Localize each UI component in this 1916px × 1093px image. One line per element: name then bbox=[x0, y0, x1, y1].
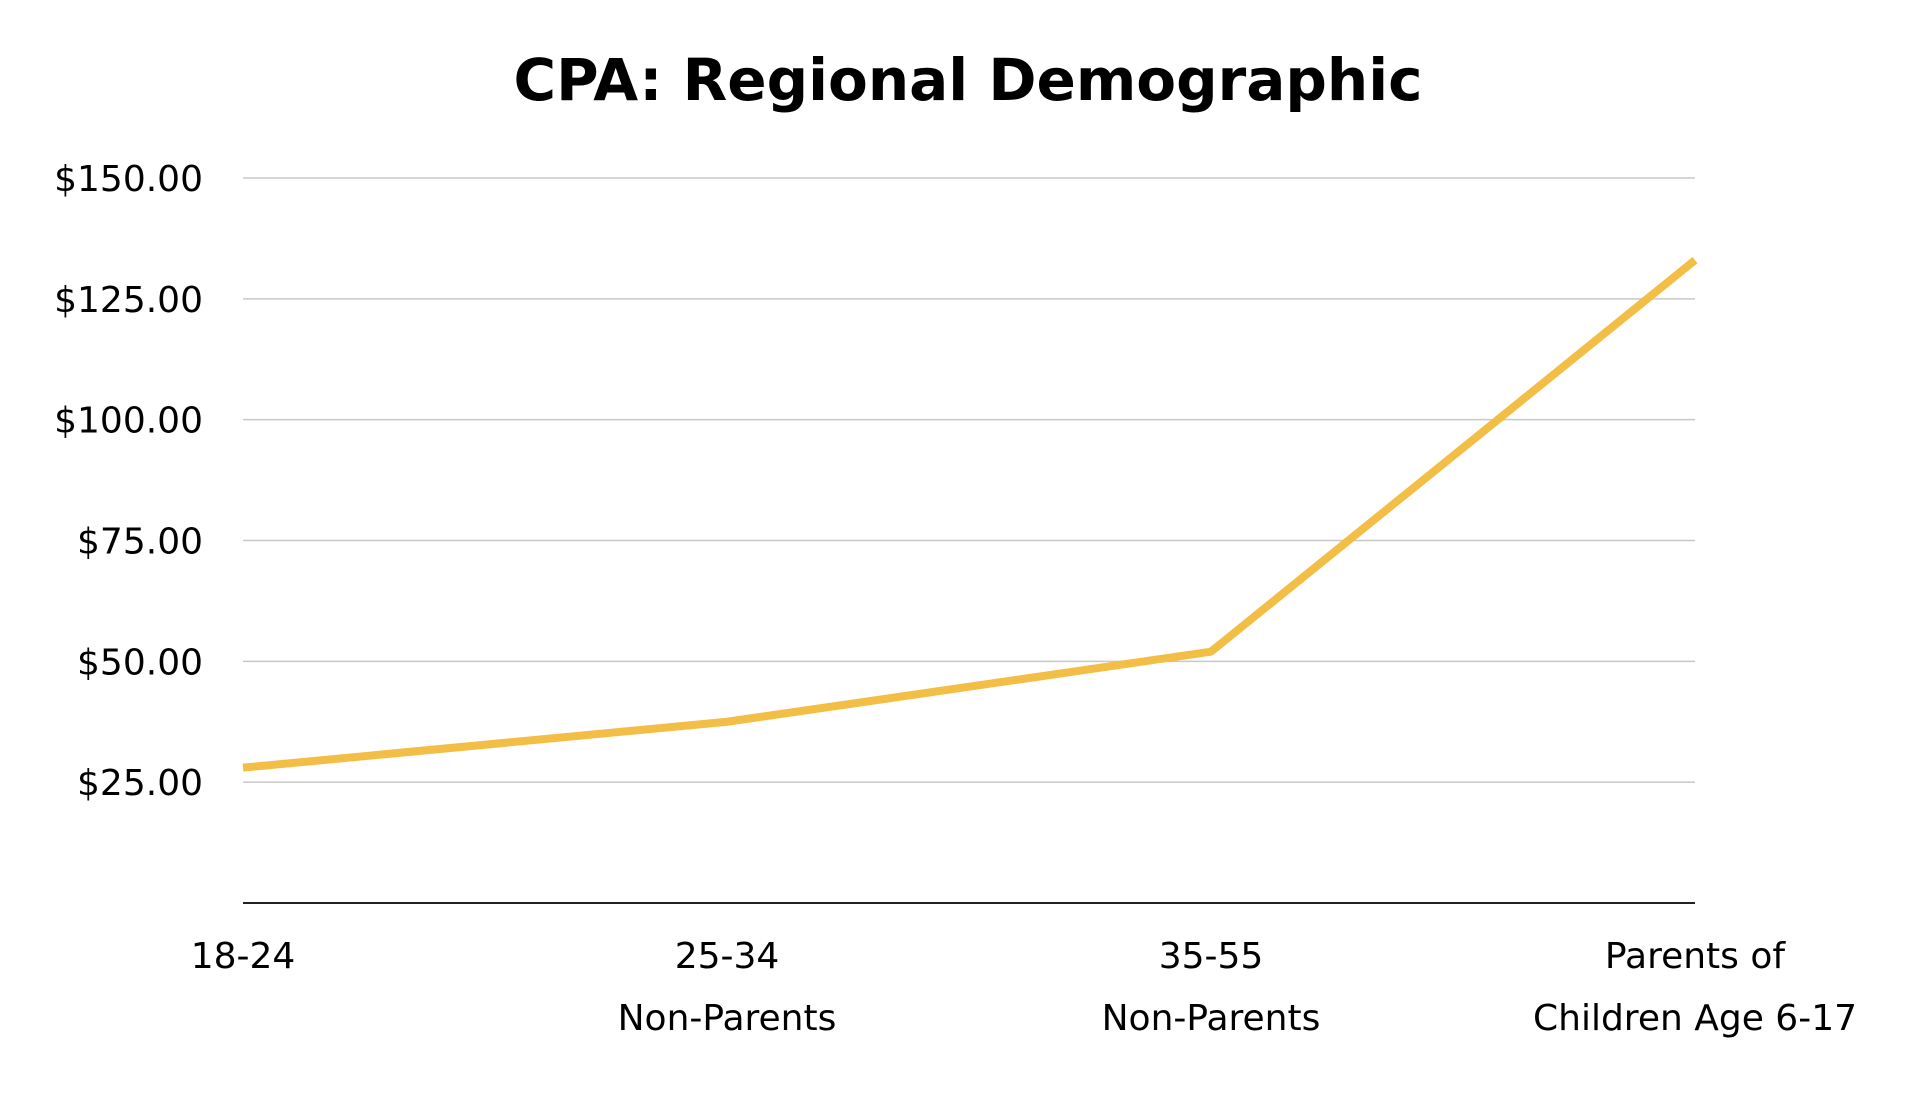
y-tick-label: $50.00 bbox=[77, 642, 203, 683]
x-tick-label-line: 25-34 bbox=[675, 936, 780, 977]
x-tick-label-line: 18-24 bbox=[191, 936, 296, 977]
x-tick-label: 18-24 bbox=[191, 936, 296, 977]
x-tick-label: 25-34 Non-Parents bbox=[618, 936, 837, 1039]
x-tick-label-line: 35-55 bbox=[1159, 936, 1264, 977]
x-tick-label-line: Non-Parents bbox=[618, 998, 837, 1039]
y-tick-label: $100.00 bbox=[54, 401, 203, 442]
chart-title: CPA: Regional Demographic bbox=[514, 46, 1423, 114]
x-tick-label: 35-55 Non-Parents bbox=[1102, 936, 1321, 1039]
x-tick-label-line: Parents of bbox=[1605, 936, 1786, 977]
x-tick-label: Parents of Children Age 6-17 bbox=[1533, 936, 1857, 1039]
y-tick-label: $150.00 bbox=[54, 159, 203, 200]
series-lines bbox=[242, 257, 1698, 772]
x-axis-ticks: 18-24 25-34 Non-Parents 35-55 Non-Parents Par… bbox=[191, 936, 1857, 1039]
y-tick-label: $25.00 bbox=[77, 763, 203, 804]
y-tick-label: $125.00 bbox=[54, 280, 203, 321]
gridlines bbox=[243, 177, 1695, 783]
x-tick-label-line: Non-Parents bbox=[1102, 998, 1321, 1039]
y-tick-label: $75.00 bbox=[77, 522, 203, 563]
series-line-cpa bbox=[242, 257, 1698, 772]
x-tick-label-line: Children Age 6-17 bbox=[1533, 998, 1857, 1039]
y-axis-ticks: $25.00 $50.00 $75.00 $100.00 $125.00 $150.00 bbox=[54, 159, 203, 804]
